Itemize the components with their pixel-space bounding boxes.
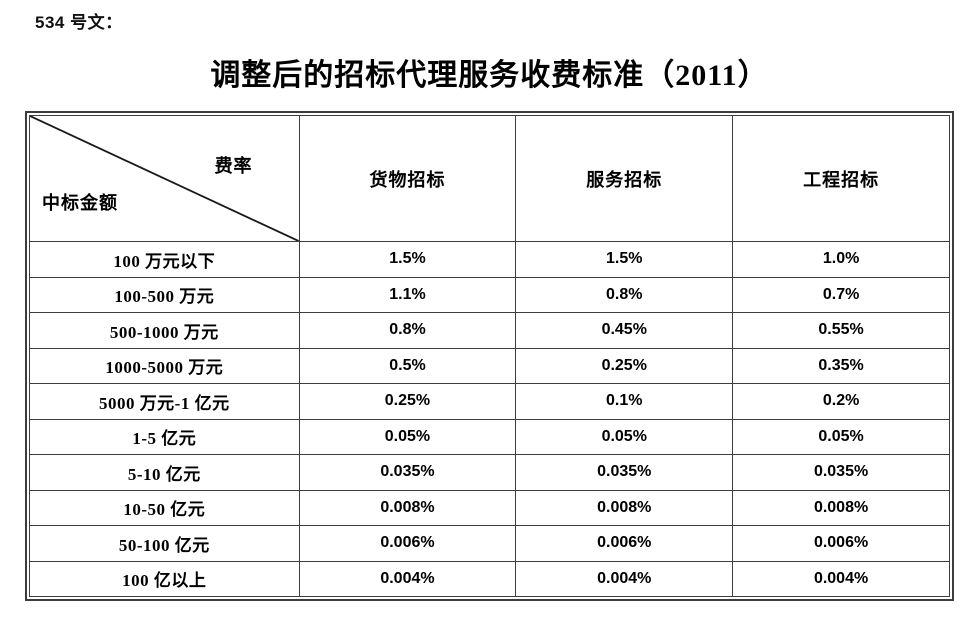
doc-number-label: 534 号文： — [35, 13, 123, 32]
rate-cell: 0.05% — [515, 418, 734, 455]
rate-cell: 0.35% — [732, 347, 950, 384]
rate-cell: 0.45% — [515, 312, 734, 349]
rate-cell: 0.004% — [732, 560, 950, 597]
table-row: 1-5 亿元 0.05% 0.05% 0.05% — [29, 418, 950, 455]
column-header-engineering: 工程招标 — [732, 115, 950, 242]
column-header-goods: 货物招标 — [298, 115, 517, 242]
rate-cell: 1.5% — [515, 241, 734, 278]
table-row: 1000-5000 万元 0.5% 0.25% 0.35% — [29, 347, 950, 384]
row-label-bid-amount: 100 万元以下 — [29, 241, 300, 278]
row-label-bid-amount: 5000 万元-1 亿元 — [29, 383, 300, 420]
rate-cell: 0.1% — [515, 383, 734, 420]
rate-cell: 0.05% — [732, 418, 950, 455]
corner-label-rate: 费率 — [214, 156, 253, 176]
rate-cell: 1.0% — [732, 241, 950, 278]
rate-cell: 0.006% — [298, 525, 517, 562]
table-header-row: 费率 中标金额 货物招标 服务招标 工程招标 — [29, 115, 950, 242]
table-row: 5000 万元-1 亿元 0.25% 0.1% 0.2% — [29, 383, 950, 420]
row-label-bid-amount: 100 亿以上 — [29, 560, 300, 597]
table-row: 100 亿以上 0.004% 0.004% 0.004% — [29, 560, 950, 597]
page-title: 调整后的招标代理服务收费标准（2011） — [210, 59, 769, 92]
rate-cell: 0.004% — [298, 560, 517, 597]
row-label-bid-amount: 10-50 亿元 — [29, 489, 300, 526]
rate-cell: 0.2% — [732, 383, 950, 420]
rate-cell: 0.5% — [298, 347, 517, 384]
rate-cell: 0.008% — [732, 489, 950, 526]
rate-cell: 0.035% — [515, 454, 734, 491]
rate-cell: 1.1% — [298, 276, 517, 313]
row-label-bid-amount: 500-1000 万元 — [29, 312, 300, 349]
rate-cell: 0.006% — [515, 525, 734, 562]
rate-cell: 0.035% — [298, 454, 517, 491]
row-label-bid-amount: 1-5 亿元 — [29, 418, 300, 455]
table-body: 100 万元以下 1.5% 1.5% 1.0% 100-500 万元 1.1% 0.8% 0.… — [29, 241, 950, 597]
rate-cell: 0.25% — [298, 383, 517, 420]
corner-label-bid-amount: 中标金额 — [42, 193, 118, 213]
rate-cell: 1.5% — [298, 241, 517, 278]
rate-cell: 0.25% — [515, 347, 734, 384]
rate-cell: 0.008% — [298, 489, 517, 526]
table-row: 100-500 万元 1.1% 0.8% 0.7% — [29, 276, 950, 313]
table-row: 50-100 亿元 0.006% 0.006% 0.006% — [29, 525, 950, 562]
rate-cell: 0.008% — [515, 489, 734, 526]
row-label-bid-amount: 50-100 亿元 — [29, 525, 300, 562]
rate-cell: 0.55% — [732, 312, 950, 349]
row-label-bid-amount: 1000-5000 万元 — [29, 347, 300, 384]
rate-cell: 0.035% — [732, 454, 950, 491]
rate-cell: 0.05% — [298, 418, 517, 455]
rate-cell: 0.006% — [732, 525, 950, 562]
table-row: 5-10 亿元 0.035% 0.035% 0.035% — [29, 454, 950, 491]
diagonal-header-cell: 费率 中标金额 — [29, 115, 300, 242]
fee-rate-table: 费率 中标金额 货物招标 服务招标 工程招标 100 万元以下 1.5% 1.5% 1… — [25, 111, 954, 601]
table-row: 100 万元以下 1.5% 1.5% 1.0% — [29, 241, 950, 278]
rate-cell: 0.8% — [515, 276, 734, 313]
row-label-bid-amount: 100-500 万元 — [29, 276, 300, 313]
diagonal-divider-line — [30, 116, 299, 241]
column-header-services: 服务招标 — [515, 115, 734, 242]
row-label-bid-amount: 5-10 亿元 — [29, 454, 300, 491]
rate-cell: 0.7% — [732, 276, 950, 313]
rate-cell: 0.004% — [515, 560, 734, 597]
table-row: 500-1000 万元 0.8% 0.45% 0.55% — [29, 312, 950, 349]
rate-cell: 0.8% — [298, 312, 517, 349]
table-row: 10-50 亿元 0.008% 0.008% 0.008% — [29, 489, 950, 526]
